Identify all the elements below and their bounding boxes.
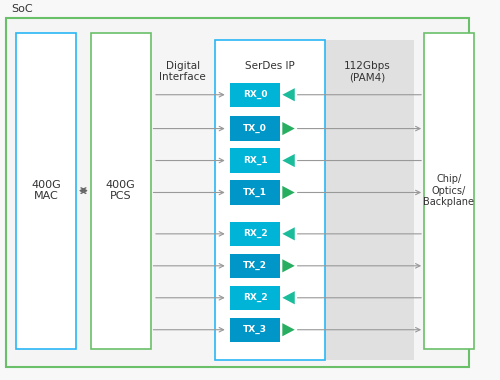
Bar	[16, 33, 76, 348]
Text: SerDes IP: SerDes IP	[245, 61, 295, 71]
Text: TX_2: TX_2	[243, 261, 267, 271]
Polygon shape	[282, 154, 295, 167]
Polygon shape	[282, 291, 295, 304]
Polygon shape	[282, 259, 295, 272]
Bar	[230, 116, 280, 141]
Text: 112Gbps
(PAM4): 112Gbps (PAM4)	[344, 61, 390, 82]
Bar	[230, 148, 280, 173]
Bar	[230, 285, 280, 310]
Polygon shape	[282, 227, 295, 241]
Bar	[230, 82, 280, 107]
Text: RX_2: RX_2	[242, 293, 268, 302]
Bar	[230, 222, 280, 246]
Bar	[230, 180, 280, 205]
Text: Chip/
Optics/
Backplane: Chip/ Optics/ Backplane	[424, 174, 474, 207]
Text: 400G
MAC: 400G MAC	[32, 180, 61, 201]
Text: 400G
PCS: 400G PCS	[106, 180, 136, 201]
Bar	[230, 253, 280, 278]
Bar	[424, 33, 474, 348]
Polygon shape	[282, 323, 295, 336]
Polygon shape	[282, 122, 295, 135]
Text: TX_0: TX_0	[243, 124, 267, 133]
Text: RX_0: RX_0	[242, 90, 267, 99]
Bar	[230, 318, 280, 342]
Text: SoC: SoC	[12, 4, 33, 14]
Text: RX_1: RX_1	[242, 156, 268, 165]
Bar	[324, 40, 414, 360]
Text: TX_1: TX_1	[243, 188, 267, 197]
Polygon shape	[282, 88, 295, 101]
Bar	[215, 40, 324, 360]
Polygon shape	[282, 186, 295, 199]
Text: Digital
Interface: Digital Interface	[160, 61, 206, 82]
Bar	[91, 33, 150, 348]
Text: TX_3: TX_3	[243, 325, 267, 334]
Text: RX_2: RX_2	[242, 229, 268, 238]
